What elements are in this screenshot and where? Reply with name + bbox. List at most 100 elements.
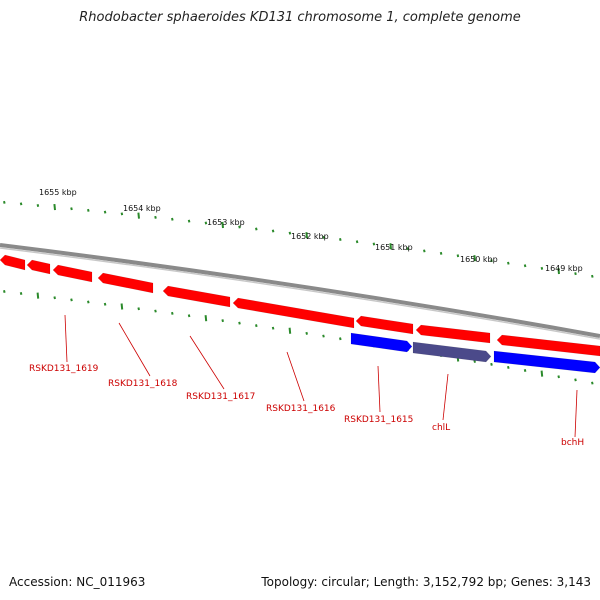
inner-tick bbox=[3, 289, 6, 293]
inner-tick bbox=[137, 307, 140, 311]
outer-tick bbox=[507, 261, 510, 265]
outer-tick bbox=[591, 274, 594, 278]
outer-tick bbox=[3, 200, 6, 204]
outer-tick bbox=[574, 272, 577, 276]
outer-tick bbox=[355, 240, 359, 244]
inner-tick bbox=[288, 327, 292, 334]
scale-label: 1654 kbp bbox=[123, 204, 161, 213]
inner-tick bbox=[591, 381, 594, 385]
scale-label: 1652 kbp bbox=[291, 232, 329, 241]
outer-tick bbox=[473, 255, 476, 262]
inner-tick bbox=[490, 362, 493, 366]
outer-tick bbox=[154, 215, 157, 219]
gene-labels: RSKD131_1619 RSKD131_1618 RSKD131_1617 RSKD… bbox=[29, 364, 584, 448]
forward-gene-arrow bbox=[496, 334, 600, 357]
outer-tick bbox=[53, 203, 56, 211]
inner-tick bbox=[523, 369, 527, 372]
inner-tick bbox=[557, 375, 560, 379]
outer-tick bbox=[523, 264, 527, 268]
inner-tick bbox=[53, 296, 56, 300]
outer-tick bbox=[271, 229, 275, 233]
gene-leader-line bbox=[377, 365, 381, 413]
outer-tick bbox=[423, 249, 426, 253]
forward-gene-arrow bbox=[0, 254, 26, 271]
inner-tick bbox=[507, 365, 510, 369]
reverse-gene-arrow bbox=[493, 350, 600, 374]
scale-label: 1653 kbp bbox=[207, 218, 245, 227]
outer-tick bbox=[406, 247, 409, 251]
gene-label: RSKD131_1616 bbox=[266, 404, 336, 414]
inner-tick bbox=[120, 303, 124, 310]
inner-tick bbox=[171, 311, 174, 315]
gene-leader-line bbox=[189, 335, 225, 390]
reverse-strand-genes bbox=[350, 332, 600, 374]
gene-leader-line bbox=[574, 389, 578, 438]
scale-labels: 1655 kbp 1654 kbp 1653 kbp 1652 kbp 1651 kbp… bbox=[39, 188, 583, 273]
outer-tick bbox=[120, 212, 124, 216]
gene-leader-line bbox=[64, 314, 68, 363]
gene-label: RSKD131_1617 bbox=[186, 392, 255, 402]
map-title: Rhodobacter sphaeroides KD131 chromosome… bbox=[79, 10, 521, 25]
inner-tick bbox=[103, 302, 107, 306]
outer-tick bbox=[339, 238, 342, 242]
gene-label-leaders bbox=[64, 314, 578, 438]
outer-tick bbox=[19, 202, 23, 206]
inner-tick bbox=[322, 334, 325, 338]
gene-leader-line bbox=[118, 322, 151, 377]
inner-tick bbox=[473, 359, 476, 363]
outer-tick bbox=[288, 231, 292, 235]
outer-tick bbox=[557, 267, 560, 275]
outer-tick bbox=[171, 217, 174, 221]
gene-label: RSKD131_1615 bbox=[344, 415, 413, 425]
outer-tick bbox=[490, 259, 493, 263]
chromosome-backbone bbox=[0, 243, 600, 338]
gene-leader-line bbox=[286, 351, 305, 402]
accession-text: Accession: NC_011963 bbox=[9, 575, 146, 589]
forward-gene-arrow bbox=[355, 315, 414, 335]
gene-label: chlL bbox=[432, 423, 450, 433]
inner-tick bbox=[187, 314, 191, 318]
outer-tick bbox=[238, 225, 241, 229]
forward-gene-arrow bbox=[232, 297, 355, 329]
outer-tick bbox=[137, 212, 140, 219]
scale-label: 1650 kbp bbox=[460, 255, 498, 264]
gene-label: RSKD131_1619 bbox=[29, 364, 99, 374]
forward-gene-arrow bbox=[415, 324, 491, 344]
reverse-gene-arrow bbox=[350, 332, 413, 353]
forward-strand-genes bbox=[0, 254, 600, 357]
forward-gene-arrow bbox=[162, 285, 231, 308]
topology-summary: Topology: circular; Length: 3,152,792 bp… bbox=[261, 575, 591, 589]
outer-tick bbox=[204, 221, 208, 225]
outer-tick-ring bbox=[3, 200, 594, 278]
inner-tick bbox=[271, 326, 275, 330]
outer-tick bbox=[322, 235, 325, 239]
outer-tick bbox=[372, 242, 376, 246]
inner-tick bbox=[154, 309, 157, 313]
outer-tick bbox=[540, 266, 544, 270]
reverse-gene-arrow bbox=[412, 341, 492, 363]
outer-tick bbox=[305, 232, 308, 239]
outer-tick bbox=[187, 219, 191, 223]
inner-tick bbox=[574, 378, 577, 382]
outer-tick bbox=[87, 208, 90, 212]
inner-tick bbox=[540, 370, 544, 377]
forward-gene-arrow bbox=[52, 264, 93, 283]
gene-label: RSKD131_1618 bbox=[108, 379, 178, 389]
inner-tick bbox=[305, 331, 308, 335]
outer-tick bbox=[456, 254, 460, 258]
gene-label: bchH bbox=[561, 438, 584, 448]
outer-tick bbox=[389, 243, 392, 250]
outer-tick bbox=[255, 227, 258, 231]
outer-tick bbox=[439, 251, 443, 255]
scale-label: 1649 kbp bbox=[545, 264, 583, 273]
scale-label: 1651 kbp bbox=[375, 243, 413, 252]
inner-tick bbox=[70, 298, 73, 302]
inner-tick bbox=[19, 292, 23, 296]
inner-tick bbox=[221, 319, 224, 323]
forward-gene-arrow bbox=[97, 272, 154, 294]
inner-tick bbox=[36, 292, 40, 299]
outer-tick bbox=[221, 221, 224, 229]
inner-tick bbox=[87, 300, 90, 304]
gene-leader-line bbox=[442, 373, 449, 421]
